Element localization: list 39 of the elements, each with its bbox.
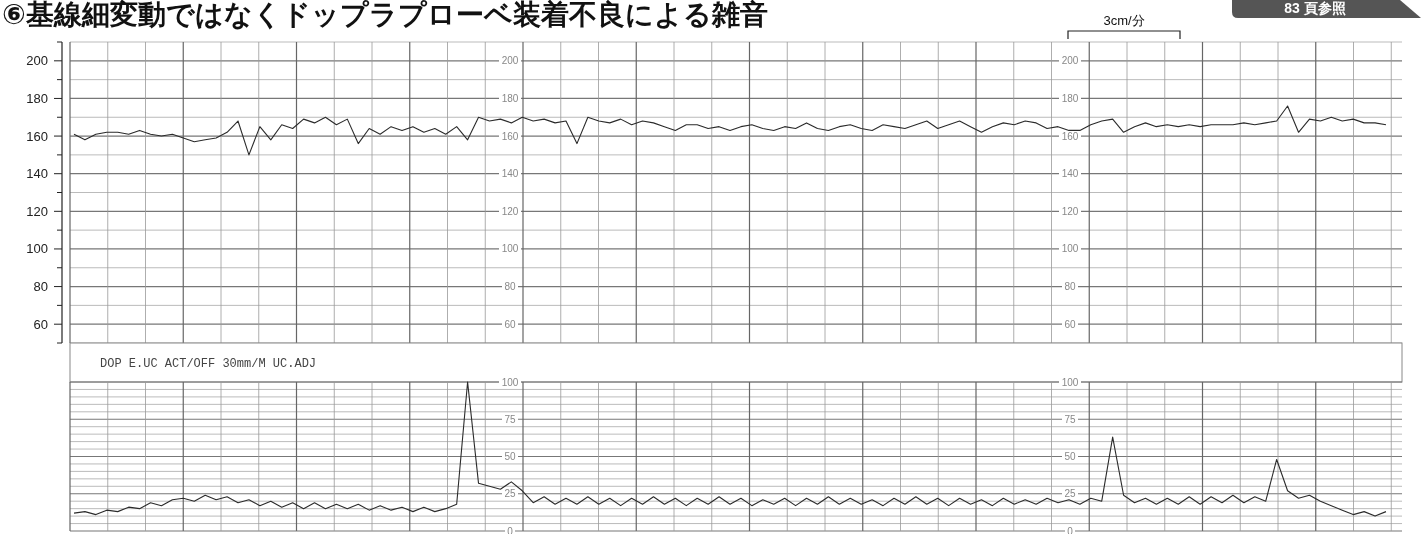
- y3-tick-label: 180: [26, 90, 48, 106]
- y3-tick-label: 160: [26, 128, 48, 144]
- y2-tick-label: 25: [1064, 488, 1076, 500]
- y-tick-label: 50: [504, 451, 516, 462]
- y3-tick-label: 120: [26, 203, 48, 219]
- y2-tick-label: 160: [1061, 130, 1079, 142]
- y3-tick-label: 60: [33, 316, 48, 332]
- y-tick-label: 60: [504, 318, 516, 330]
- y2-tick-label: 140: [1061, 168, 1079, 180]
- y2-tick-label: 50: [1064, 451, 1076, 462]
- chart-title: ⑥基線細変動ではなくドップラプローベ装着不良による雑音: [2, 0, 768, 30]
- text: DOP E.UC ACT/OFF 30mm/M UC.ADJ: [100, 357, 317, 371]
- y-tick-label: 120: [501, 205, 519, 217]
- y2-tick-label: 80: [1064, 281, 1076, 293]
- y-tick-label: 25: [504, 488, 516, 500]
- y-tick-label: 180: [501, 92, 519, 104]
- y2-tick-label: 180: [1061, 92, 1079, 104]
- y-tick-label: 100: [501, 243, 519, 255]
- line-series: [73, 105, 1387, 156]
- y-tick-label: 75: [504, 413, 516, 425]
- y2-tick-label: 120: [1061, 205, 1079, 217]
- y3-tick-label: 140: [26, 166, 48, 182]
- y2-tick-label: 75: [1064, 413, 1076, 425]
- y2-tick-label: 100: [1061, 243, 1079, 255]
- y2-tick-label: 0: [1067, 525, 1074, 534]
- y-tick-label: 140: [501, 168, 519, 180]
- y3-tick-label: 80: [33, 279, 48, 295]
- y3-tick-label: 200: [26, 53, 48, 69]
- y2-tick-label: 200: [1061, 55, 1079, 67]
- y2-tick-label: 100: [1061, 376, 1079, 388]
- y-tick-label: 100: [501, 376, 519, 388]
- y-tick-label: 80: [504, 281, 516, 293]
- text: 3cm/分: [1103, 13, 1145, 28]
- y-tick-label: 0: [507, 525, 514, 534]
- y3-tick-label: 100: [26, 241, 48, 257]
- y2-tick-label: 60: [1064, 318, 1076, 330]
- y-tick-label: 200: [501, 55, 519, 67]
- y-tick-label: 160: [501, 130, 519, 142]
- text: 83 頁参照: [1284, 0, 1346, 16]
